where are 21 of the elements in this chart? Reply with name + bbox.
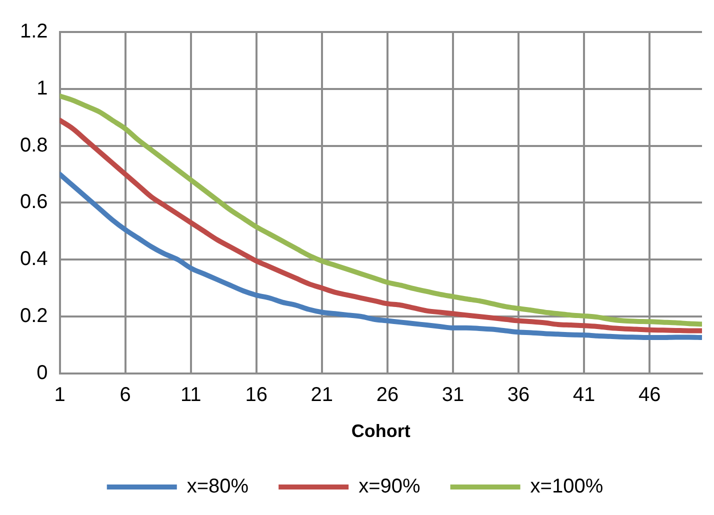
x-tick-label: 16 bbox=[245, 384, 268, 406]
x-tick-label: 46 bbox=[638, 384, 661, 406]
x-tick-label: 31 bbox=[442, 384, 464, 406]
x-tick-label: 1 bbox=[54, 384, 66, 406]
y-tick-label: 0.6 bbox=[20, 191, 48, 214]
x-tick-label: 6 bbox=[120, 384, 131, 406]
x-tick-label: 11 bbox=[180, 384, 202, 406]
legend-label: x=100% bbox=[530, 476, 604, 498]
y-tick-label: 0.4 bbox=[20, 248, 48, 270]
legend-label: x=90% bbox=[358, 476, 421, 498]
y-tick-label: 0 bbox=[36, 362, 48, 384]
y-tick-label: 1 bbox=[36, 77, 48, 100]
legend-label: x=80% bbox=[186, 476, 249, 498]
x-tick-label: 41 bbox=[572, 384, 596, 406]
y-tick-label: 1.2 bbox=[20, 20, 48, 43]
x-tick-label: 26 bbox=[376, 384, 399, 406]
y-tick-label: 0.2 bbox=[20, 305, 48, 328]
x-tick-label: 21 bbox=[310, 384, 334, 406]
y-tick-label: 0.8 bbox=[20, 134, 48, 156]
x-tick-label: 36 bbox=[507, 384, 530, 406]
x-axis-title: Cohort bbox=[351, 421, 410, 442]
